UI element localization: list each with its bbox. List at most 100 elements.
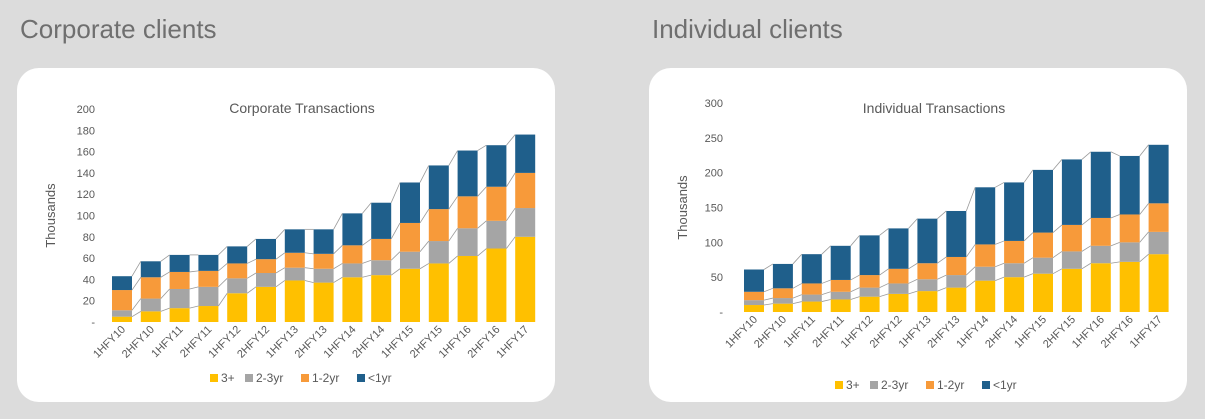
series-connector-line <box>160 254 170 262</box>
legend-label: <1yr <box>993 378 1017 392</box>
series-connector-line <box>879 283 889 288</box>
bar-segment <box>457 228 478 256</box>
series-connector-line <box>821 291 831 295</box>
y-tick-label: - <box>91 317 95 329</box>
series-connector-line <box>1023 169 1034 183</box>
bar-segment <box>457 196 478 229</box>
series-connector-line <box>879 228 889 236</box>
chart-legend: 3+ 2-3yr 1-2yr <1yr <box>210 371 392 385</box>
bar-segment <box>1033 232 1053 258</box>
series-connector-line <box>763 303 773 306</box>
bar-segment <box>342 277 363 322</box>
legend-swatch <box>926 381 934 389</box>
series-connector-line <box>275 267 286 274</box>
legend-label: 3+ <box>846 378 860 392</box>
bar-segment <box>744 300 764 306</box>
bar-segment <box>1148 144 1169 204</box>
series-connector-line <box>189 270 199 273</box>
series-connector-line <box>1139 253 1149 263</box>
bar-segment <box>1061 159 1082 225</box>
x-tick-label: 2HFY10 <box>752 314 789 351</box>
series-connector-line <box>448 228 458 242</box>
series-connector-line <box>965 244 976 258</box>
series-connector-line <box>792 301 802 305</box>
y-tick-label: 50 <box>711 272 723 284</box>
series-connector-line <box>390 182 401 203</box>
series-connector-line <box>189 286 199 290</box>
series-connector-line <box>879 293 889 298</box>
bar-segment <box>371 275 392 322</box>
bar-segment <box>975 244 996 267</box>
series-connector-line <box>1023 257 1034 264</box>
bar-segment <box>946 210 967 257</box>
y-tick-label: 40 <box>83 274 95 286</box>
series-connector-line <box>821 299 831 302</box>
legend-label: 2-3yr <box>256 371 283 385</box>
series-connector-line <box>995 276 1005 282</box>
bar-segment <box>284 267 305 281</box>
bar-segment <box>486 145 507 187</box>
y-tick-label: 60 <box>83 253 95 265</box>
bar-segment <box>169 271 190 289</box>
bar-segment <box>428 165 449 210</box>
series-connector-line <box>850 296 860 300</box>
series-connector-line <box>218 263 228 272</box>
bar-segment <box>801 254 822 284</box>
series-connector-line <box>131 298 142 311</box>
bar-segment <box>486 220 507 249</box>
bar-segment <box>256 259 276 274</box>
bar-segment <box>313 253 334 269</box>
series-connector-line <box>1110 261 1120 264</box>
series-connector-line <box>879 268 889 276</box>
legend-swatch <box>301 374 309 382</box>
series-connector-line <box>189 305 199 309</box>
series-connector-line <box>362 274 372 278</box>
y-tick-label: 100 <box>705 237 723 249</box>
bar-segment <box>975 187 996 245</box>
series-connector-line <box>937 287 947 292</box>
bar-segment <box>140 277 161 299</box>
bar-segment <box>457 150 478 197</box>
bar-segment <box>975 280 996 312</box>
series-connector-line <box>131 311 142 318</box>
series-connector-line <box>448 255 458 264</box>
bar-segment <box>112 276 132 291</box>
y-tick-label: 120 <box>77 189 95 201</box>
bar-segment <box>859 235 880 276</box>
bar-segment <box>284 280 305 322</box>
bar-segment <box>400 182 420 223</box>
bar-segment <box>1033 273 1053 312</box>
series-connector-line <box>333 213 343 230</box>
bar-segment <box>830 299 851 312</box>
series-connector-line <box>908 290 918 295</box>
bar-segment <box>1148 231 1169 255</box>
bar-segment <box>256 238 276 260</box>
y-axis-label: Thousands <box>43 183 58 248</box>
bar-segment <box>371 260 392 276</box>
series-connector-line <box>246 272 257 279</box>
legend-swatch <box>870 381 878 389</box>
series-connector-line <box>966 280 976 288</box>
y-tick-label: 180 <box>77 125 95 137</box>
bar-segment <box>457 255 478 322</box>
bar-segment <box>515 236 536 322</box>
bar-segment <box>342 263 363 278</box>
series-connector-line <box>792 253 803 265</box>
series-connector-line <box>333 276 343 283</box>
series-connector-line <box>1139 231 1149 243</box>
series-connector-line <box>966 266 976 276</box>
bar-segment <box>1119 242 1140 262</box>
chart-legend: 3+ 2-3yr 1-2yr <1yr <box>835 378 1017 392</box>
legend-label: 1-2yr <box>937 378 964 392</box>
bar-segment <box>256 286 276 322</box>
series-connector-line <box>218 278 228 288</box>
series-connector-line <box>1081 245 1092 252</box>
series-connector-line <box>362 202 372 214</box>
series-connector-line <box>1023 232 1034 242</box>
series-connector-line <box>333 263 343 270</box>
series-connector-line <box>477 144 487 151</box>
bar-segment <box>198 306 219 322</box>
series-connector-line <box>362 238 372 246</box>
bar-segment <box>1033 257 1053 274</box>
bar-segment <box>486 248 507 322</box>
